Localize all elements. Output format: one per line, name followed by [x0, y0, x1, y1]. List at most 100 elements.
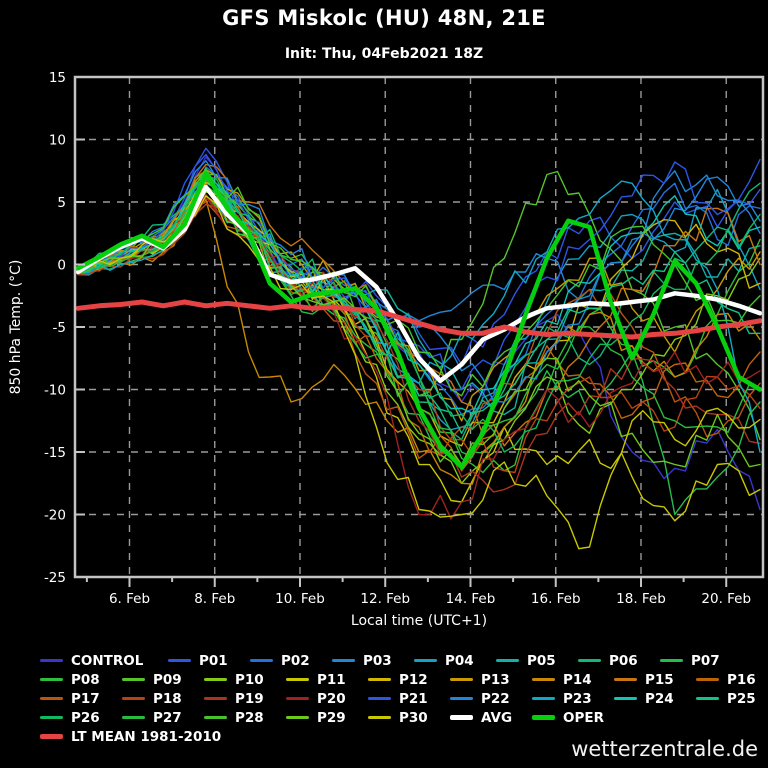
legend-item-p20: P20	[286, 691, 368, 707]
x-tick-label: 10. Feb	[275, 591, 325, 607]
legend-swatch	[368, 678, 391, 681]
legend-swatch	[40, 678, 63, 681]
x-tick-label: 6. Feb	[109, 591, 150, 607]
legend-item-p16: P16	[696, 672, 768, 688]
legend-swatch	[450, 697, 473, 700]
legend-swatch	[496, 659, 519, 662]
legend-swatch	[168, 659, 191, 662]
legend-item-p15: P15	[614, 672, 696, 688]
legend-item-p25: P25	[696, 691, 768, 707]
legend-label: P07	[691, 652, 720, 669]
legend-item-avg: AVG	[450, 710, 532, 726]
series-p24	[77, 171, 761, 414]
legend-swatch	[532, 715, 555, 720]
series-p28	[77, 167, 761, 397]
series-p11	[77, 186, 761, 522]
legend-label: P04	[445, 652, 474, 669]
legend-item-p06: P06	[578, 653, 660, 669]
series-oper	[75, 171, 763, 470]
legend-swatch	[286, 716, 309, 719]
series-p18	[77, 203, 761, 474]
legend-swatch	[614, 678, 637, 681]
series-p01	[77, 147, 761, 366]
legend-swatch	[204, 678, 227, 681]
legend-swatch	[696, 697, 719, 700]
legend-label: P14	[563, 671, 592, 688]
y-tick-label: 0	[57, 258, 66, 274]
legend-item-control: CONTROL	[40, 653, 168, 669]
legend-label: AVG	[481, 709, 513, 726]
legend-row: LT MEAN 1981-2010	[40, 727, 760, 746]
legend-label: P27	[153, 709, 182, 726]
legend-swatch	[40, 697, 63, 700]
legend-row: P26 P27 P28 P29 P30 AVG OPER	[40, 708, 760, 727]
legend-swatch	[450, 715, 473, 720]
legend-label: P23	[563, 690, 592, 707]
chart-subtitle: Init: Thu, 04Feb2021 18Z	[284, 46, 484, 62]
legend-label: LT MEAN 1981-2010	[71, 728, 222, 745]
legend-label: P25	[727, 690, 756, 707]
legend-item-p30: P30	[368, 710, 450, 726]
legend-swatch	[332, 659, 355, 662]
legend-label: OPER	[563, 709, 604, 726]
legend-item-p04: P04	[414, 653, 496, 669]
legend-item-p21: P21	[368, 691, 450, 707]
legend-item-p02: P02	[250, 653, 332, 669]
legend-swatch	[122, 697, 145, 700]
legend-label: P12	[399, 671, 428, 688]
legend-row: P08 P09 P10 P11 P12 P13 P14 P15 P16	[40, 670, 760, 689]
legend-item-p09: P09	[122, 672, 204, 688]
series-avg	[75, 184, 763, 384]
legend-label: P15	[645, 671, 674, 688]
legend-label: P08	[71, 671, 100, 688]
x-tick-label: 16. Feb	[531, 591, 581, 607]
legend-label: P10	[235, 671, 264, 688]
legend-label: P01	[199, 652, 228, 669]
legend-item-p17: P17	[40, 691, 122, 707]
legend-label: P17	[71, 690, 100, 707]
ensemble-plot: 15 10 5 0 -5 -10 -15 -20 -25 6. Feb 8. Feb 10. Feb 1…	[8, 70, 765, 629]
legend-swatch	[250, 659, 273, 662]
legend-label: P09	[153, 671, 182, 688]
legend-swatch	[40, 734, 63, 739]
legend-label: P03	[363, 652, 392, 669]
x-tick-label: 20. Feb	[701, 591, 751, 607]
legend-item-p28: P28	[204, 710, 286, 726]
series-p05	[77, 188, 761, 416]
x-tick-label: 18. Feb	[616, 591, 666, 607]
legend-label: P02	[281, 652, 310, 669]
y-tick-label: 15	[49, 70, 66, 86]
legend-label: P05	[527, 652, 556, 669]
y-tick-label: -5	[53, 320, 66, 336]
legend-label: P26	[71, 709, 100, 726]
chart-title: GFS Miskolc (HU) 48N, 21E	[222, 6, 546, 30]
legend: CONTROL P01 P02 P03 P04 P05 P06 P07 P08 P09 P10 P11…	[40, 651, 760, 746]
legend-swatch	[122, 678, 145, 681]
series-lt-mean	[75, 299, 763, 340]
legend-swatch	[578, 659, 601, 662]
legend-item-p29: P29	[286, 710, 368, 726]
legend-item-p27: P27	[122, 710, 204, 726]
legend-swatch	[614, 697, 637, 700]
legend-item-p05: P05	[496, 653, 578, 669]
x-tick-label: 8. Feb	[194, 591, 235, 607]
x-tick-label: 14. Feb	[446, 591, 496, 607]
legend-item-p19: P19	[204, 691, 286, 707]
legend-item-p12: P12	[368, 672, 450, 688]
legend-item-p14: P14	[532, 672, 614, 688]
series-p21	[77, 153, 761, 392]
series-p26	[77, 175, 761, 453]
legend-label: P11	[317, 671, 346, 688]
legend-swatch	[532, 697, 555, 700]
legend-row: P17 P18 P19 P20 P21 P22 P23 P24 P25	[40, 689, 760, 708]
legend-label: P06	[609, 652, 638, 669]
legend-swatch	[286, 697, 309, 700]
y-tick-label: -10	[44, 383, 66, 399]
legend-swatch	[696, 678, 719, 681]
legend-swatch	[122, 716, 145, 719]
legend-swatch	[368, 697, 391, 700]
y-tick-label: 10	[49, 133, 66, 149]
legend-label: P20	[317, 690, 346, 707]
legend-item-lt-mean-1981-2010: LT MEAN 1981-2010	[40, 729, 221, 745]
legend-swatch	[204, 697, 227, 700]
